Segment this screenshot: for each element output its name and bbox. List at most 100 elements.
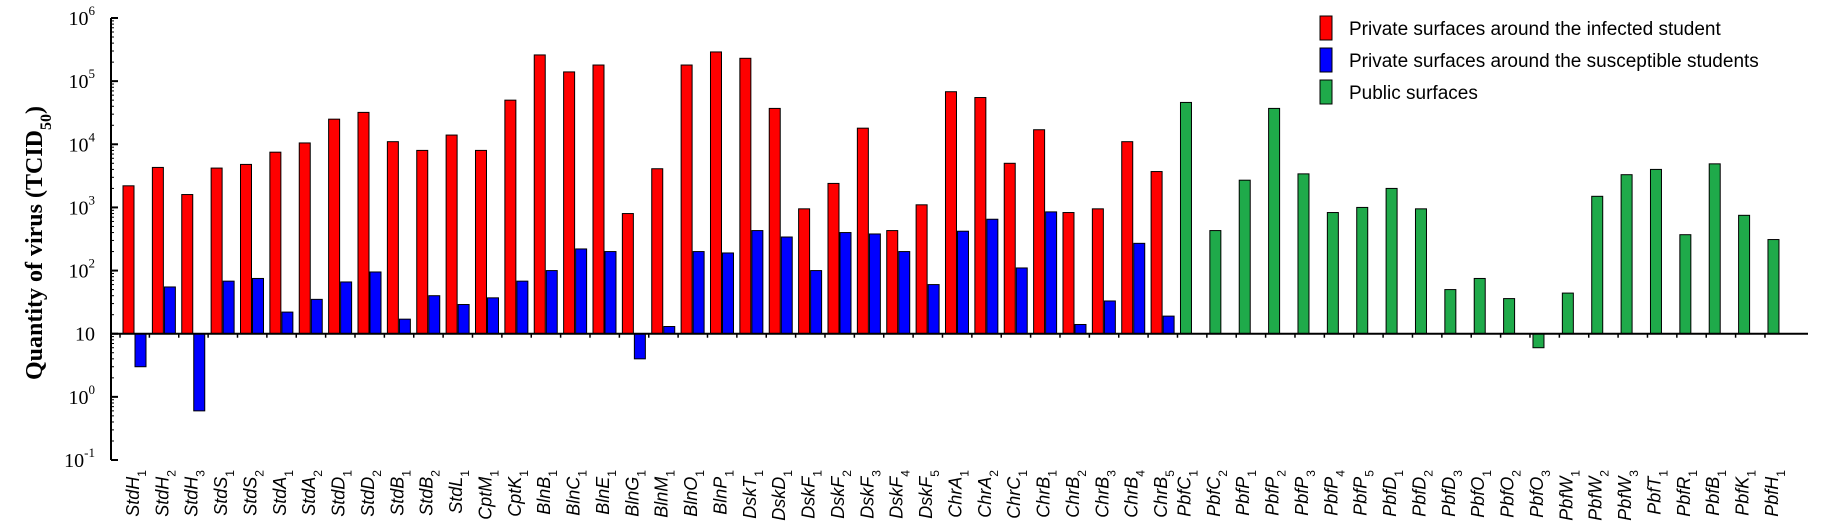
y-tick-label: 105 <box>69 66 96 93</box>
bar-infected <box>739 57 752 335</box>
bar-infected <box>328 118 341 335</box>
bar-infected <box>709 51 722 335</box>
legend: Private surfaces around the infected stu… <box>1319 15 1759 105</box>
x-tick-label: StdA2 <box>299 470 325 516</box>
x-tick-label: StdH3 <box>182 470 208 517</box>
bar-infected <box>1003 162 1016 335</box>
x-tick-label: PbfB1 <box>1703 470 1729 516</box>
bar-public <box>1767 239 1780 335</box>
y-tick-label: 104 <box>69 129 96 156</box>
x-tick-label: DskD1 <box>769 470 795 521</box>
x-tick-label: CptM1 <box>475 470 501 520</box>
bar-infected <box>680 64 693 335</box>
bar-infected <box>915 204 928 335</box>
bar-infected <box>357 111 370 335</box>
y-tick-label: 102 <box>69 256 96 283</box>
x-tick-label: StdH1 <box>123 470 149 517</box>
x-tick-label: PbfP5 <box>1351 470 1377 516</box>
y-axis-title-close: ) <box>22 106 48 114</box>
bar-infected <box>1150 171 1163 335</box>
bars-group <box>122 51 1780 412</box>
bar-susceptible <box>134 333 147 368</box>
x-tick-label: PbfD2 <box>1409 470 1435 517</box>
x-tick-label: BlnP1 <box>710 470 736 515</box>
x-tick-label: DskF1 <box>799 470 825 519</box>
bar-infected <box>798 208 811 335</box>
x-tick-label: PbfC2 <box>1204 470 1230 517</box>
bar-susceptible <box>193 333 206 412</box>
bar-susceptible <box>721 252 734 335</box>
y-tick-label: 103 <box>69 192 96 219</box>
bar-susceptible <box>1162 315 1175 335</box>
bar-infected <box>474 149 487 335</box>
legend-label: Private surfaces around the susceptible … <box>1349 51 1759 72</box>
bar-susceptible <box>692 251 705 335</box>
bar-infected <box>1033 129 1046 335</box>
bar-susceptible <box>1015 267 1028 335</box>
y-tick-label: 100 <box>69 382 96 409</box>
bar-infected <box>181 194 194 335</box>
bar-susceptible <box>810 270 823 335</box>
bar-public <box>1561 292 1574 335</box>
bar-infected <box>563 71 576 335</box>
x-tick-label: ChrA1 <box>945 470 971 518</box>
bar-infected <box>1121 141 1134 335</box>
bar-public <box>1738 214 1751 335</box>
x-tick-label: PbfO3 <box>1527 470 1553 518</box>
x-tick-label: DskT1 <box>740 470 766 519</box>
bar-infected <box>298 142 311 335</box>
bar-infected <box>269 151 282 335</box>
x-tick-label: DskF5 <box>916 470 942 519</box>
legend-swatch <box>1319 15 1333 41</box>
bar-public <box>1414 208 1427 335</box>
bar-public <box>1473 277 1486 335</box>
x-tick-label: DskF4 <box>887 470 913 519</box>
bar-infected <box>1091 208 1104 335</box>
x-tick-label: ChrB2 <box>1063 470 1089 518</box>
bar-public <box>1503 298 1516 335</box>
bar-public <box>1356 206 1369 335</box>
bar-susceptible <box>633 333 646 360</box>
bar-infected <box>151 166 164 335</box>
x-tick-label: ChrB4 <box>1122 470 1148 518</box>
bar-susceptible <box>868 233 881 335</box>
legend-swatch <box>1319 79 1333 105</box>
bar-public <box>1297 173 1310 335</box>
x-tick-label: PbfT1 <box>1644 470 1670 515</box>
bar-susceptible <box>163 286 176 335</box>
bar-infected <box>974 97 987 335</box>
bar-susceptible <box>1133 242 1146 335</box>
x-tick-label: PbfK1 <box>1733 470 1759 516</box>
bar-public <box>1444 289 1457 335</box>
bar-public <box>1532 333 1545 349</box>
x-tick-label: PbfH1 <box>1762 470 1788 517</box>
bar-susceptible <box>251 277 264 335</box>
y-axis-title-subscript: 50 <box>38 114 55 130</box>
bar-infected <box>592 64 605 335</box>
bar-susceptible <box>1074 323 1087 335</box>
bar-susceptible <box>310 298 323 335</box>
bar-susceptible <box>398 318 411 335</box>
x-tick-label: BlnG1 <box>622 470 648 517</box>
bar-susceptible <box>222 280 235 335</box>
x-tick-label: ChrB5 <box>1151 470 1177 518</box>
x-tick-label: StdB2 <box>417 470 443 516</box>
bar-infected <box>768 107 781 335</box>
y-axis-title-main: Quantity of virus (TCID <box>22 130 48 380</box>
x-tick-label: BlnM1 <box>652 470 678 518</box>
x-tick-label: PbfW3 <box>1615 470 1641 521</box>
bar-public <box>1385 187 1398 335</box>
bar-susceptible <box>663 326 676 335</box>
bar-susceptible <box>604 251 617 335</box>
bar-susceptible <box>281 311 294 335</box>
bar-susceptible <box>369 271 382 335</box>
bar-infected <box>239 163 252 335</box>
bar-susceptible <box>486 297 499 335</box>
x-tick-label: PbfD1 <box>1380 470 1406 517</box>
bar-public <box>1179 101 1192 335</box>
bar-infected <box>504 99 517 335</box>
bar-public <box>1238 179 1251 335</box>
x-tick-label: StdH2 <box>152 470 178 517</box>
bar-susceptible <box>839 232 852 335</box>
x-tick-label: DskF3 <box>857 470 883 519</box>
